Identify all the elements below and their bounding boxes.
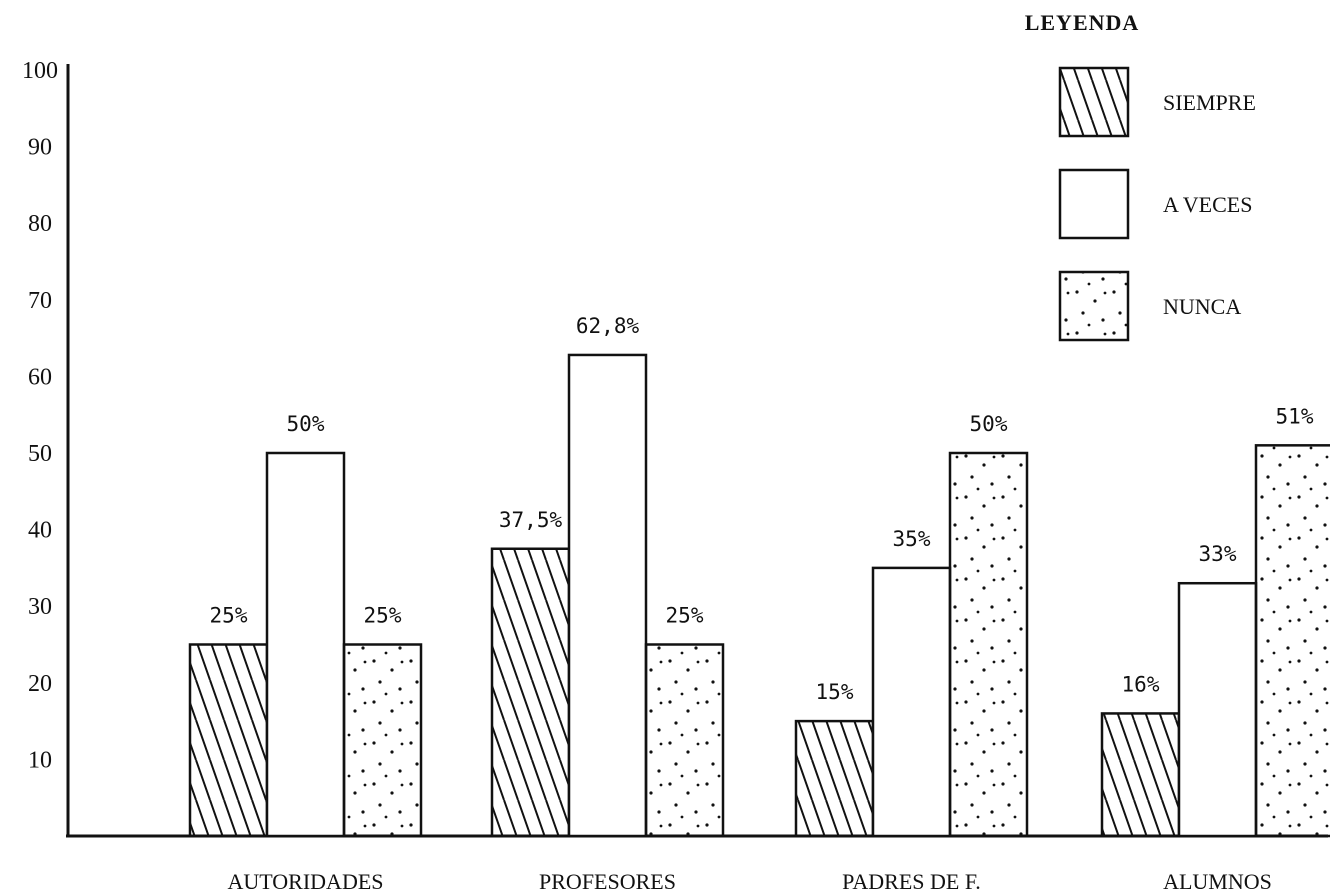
data-label: 15% [816,680,854,704]
legend-swatch [1058,168,1130,240]
bar [1100,712,1181,838]
bar [948,451,1029,838]
data-label: 62,8% [576,314,640,338]
bar [188,643,269,838]
y-tick-label: 70 [28,288,52,314]
y-tick-label: 50 [28,441,52,467]
legend-title: LEYENDA [1025,10,1140,35]
y-tick-label: 10 [28,747,52,773]
data-label: 50% [287,412,325,436]
y-tick-label: 40 [28,518,52,544]
x-tick-label: PROFESORES [539,869,676,894]
data-label: 37,5% [499,508,563,532]
data-label: 51% [1276,404,1314,428]
y-tick-label: 100 [22,58,58,84]
x-tick-label: AUTORIDADES [227,869,383,894]
bar [567,353,648,838]
data-label: 16% [1122,672,1160,696]
data-label: 50% [970,412,1008,436]
y-tick-label: 90 [28,135,52,161]
data-label: 33% [1199,542,1237,566]
data-label: 25% [666,604,704,628]
bar [1177,581,1258,838]
data-label: 25% [364,604,402,628]
bar [794,719,875,838]
data-label: 25% [210,604,248,628]
x-tick-label: ALUMNOS [1163,869,1272,894]
legend-swatch [1058,66,1130,138]
legend-label: A VECES [1163,192,1252,217]
data-label: 35% [893,527,931,551]
bar [265,451,346,838]
y-tick-label: 60 [28,364,52,390]
bar [1254,444,1330,838]
bar [342,643,423,838]
y-tick-label: 80 [28,211,52,237]
x-tick-label: PADRES DE F. [842,869,981,894]
legend-label: NUNCA [1163,294,1241,319]
data-labels: 25% 50% 25% 37,5% 62,8% 25% 15% 35% 50% 16% 33% 51% [210,314,1314,704]
y-axis-ticks: 10 20 30 40 50 60 70 80 90 100 [22,58,58,773]
legend-label: SIEMPRE [1163,90,1256,115]
legend: LEYENDA SIEMPRE A VECES NUNCA [1025,10,1256,342]
bar [871,566,952,838]
y-tick-label: 30 [28,594,52,620]
bar [644,643,725,838]
y-tick-label: 20 [28,671,52,697]
bars [188,353,1330,838]
category-labels: AUTORIDADES PROFESORES PADRES DE F. ALUMNOS [227,869,1271,894]
bar [490,547,571,838]
legend-swatch [1058,270,1130,342]
